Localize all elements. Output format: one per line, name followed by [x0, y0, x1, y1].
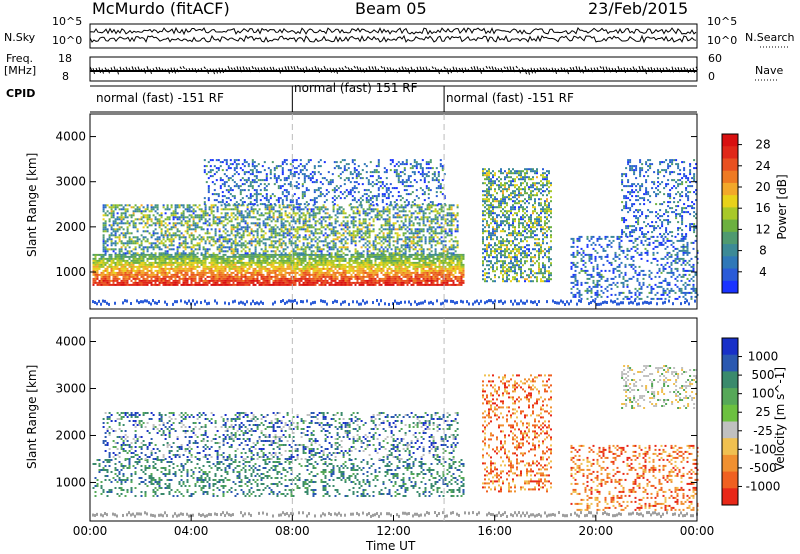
velocity-colorbar-cell — [722, 488, 738, 506]
xaxis-label: Time UT — [366, 539, 416, 553]
velocity-ytick-label: 4000 — [55, 334, 86, 348]
freq-label: Freq. — [6, 52, 34, 65]
nsky-panel-frame — [89, 23, 698, 49]
power-colorbar-cell — [722, 182, 738, 196]
power-colorbar-cell — [722, 195, 738, 208]
xtick-label: 16:00 — [477, 524, 512, 538]
velocity-colorbar-cell — [722, 338, 738, 356]
velocity-colorbar-label: Velocity [m s^-1] — [773, 366, 787, 471]
power-ytick-label: 4000 — [55, 130, 86, 144]
power-colorbar-cell — [722, 231, 738, 245]
power-colorbar-tick-label: 4 — [759, 265, 767, 279]
nsearch-tick-bottom: 10^0 — [707, 34, 738, 47]
date-title: 23/Feb/2015 — [588, 0, 689, 18]
velocity-ylabel: Slant Range [km] — [25, 364, 39, 469]
power-colorbar-tick-label: 28 — [755, 138, 770, 152]
nsearch-trace — [89, 34, 697, 44]
freq-tick-bottom: 8 — [62, 70, 69, 83]
nsky-tick-bottom: 10^0 — [52, 34, 83, 47]
power-colorbar-cell — [722, 280, 738, 294]
velocity-colorbar-cell — [722, 371, 738, 389]
velocity-colorbar-cell — [722, 454, 738, 473]
nsearch-tick-top: 10^5 — [707, 15, 738, 28]
power-colorbar-cell — [722, 256, 738, 270]
cpid-label: CPID — [6, 87, 36, 100]
nave-tick-top: 60 — [708, 52, 722, 65]
station-title: McMurdo (fitACF) — [92, 0, 230, 18]
power-ytick-label: 3000 — [55, 175, 86, 189]
velocity-colorbar-tick-label: 500 — [752, 368, 775, 382]
xtick-label: 08:00 — [275, 524, 310, 538]
xtick-label: 12:00 — [376, 524, 411, 538]
power-colorbar-tick-label: 12 — [755, 222, 770, 236]
velocity-colorbar-tick-label: 100 — [752, 387, 775, 401]
xtick-label: 04:00 — [174, 524, 209, 538]
power-colorbar-cell — [722, 268, 738, 282]
xtick-label: 00:00 — [680, 524, 715, 538]
freq-tick-top: 18 — [58, 52, 72, 65]
velocity-scatter — [92, 365, 699, 518]
velocity-colorbar-cell — [722, 421, 738, 439]
freq-unit-label: [MHz] — [4, 64, 37, 77]
velocity-colorbar-tick-label: 25 — [755, 405, 770, 419]
power-ytick-label: 2000 — [55, 220, 86, 234]
nsearch-label: N.Search — [745, 31, 795, 44]
power-ytick-label: 1000 — [55, 265, 86, 279]
power-colorbar-cell — [722, 244, 738, 257]
power-ylabel: Slant Range [km] — [25, 152, 39, 257]
power-colorbar-cell — [722, 170, 738, 184]
velocity-ytick-label: 3000 — [55, 381, 86, 395]
power-colorbar-tick-label: 20 — [755, 180, 770, 194]
nsky-tick-top: 10^5 — [52, 15, 83, 28]
power-colorbar-cell — [722, 134, 738, 147]
cpid-segment-3: normal (fast) -151 RF — [446, 91, 574, 105]
power-colorbar-cell — [722, 207, 738, 221]
power-colorbar-tick-label: 8 — [759, 244, 767, 258]
velocity-colorbar-cell — [722, 404, 738, 422]
power-scatter — [92, 159, 699, 306]
power-colorbar-tick-label: 24 — [755, 159, 770, 173]
velocity-ytick-label: 2000 — [55, 428, 86, 442]
power-colorbar-cell — [722, 158, 738, 172]
velocity-colorbar-tick-label: -1000 — [746, 479, 781, 493]
xtick-label: 00:00 — [73, 524, 108, 538]
freq-trace — [89, 65, 698, 75]
velocity-colorbar-cell — [722, 438, 738, 456]
power-colorbar-frame — [721, 133, 739, 294]
velocity-ytick-label: 1000 — [55, 475, 86, 489]
velocity-colorbar-tick-label: -500 — [749, 461, 776, 475]
nave-tick-bottom: 0 — [708, 70, 715, 83]
velocity-colorbar-tick-label: -100 — [749, 442, 776, 456]
nave-label: Nave — [755, 64, 784, 77]
velocity-colorbar-frame — [721, 337, 739, 506]
cpid-segment-2: normal (fast) 151 RF — [294, 81, 418, 95]
power-colorbar-cell — [722, 146, 738, 159]
power-colorbar-cell — [722, 219, 738, 233]
velocity-colorbar-cell — [722, 354, 738, 372]
nsky-trace — [89, 26, 697, 36]
power-colorbar-tick-label: 16 — [755, 201, 770, 215]
xtick-label: 20:00 — [579, 524, 614, 538]
cpid-segment-1: normal (fast) -151 RF — [96, 91, 224, 105]
velocity-colorbar-cell — [722, 471, 738, 489]
velocity-panel-frame — [89, 317, 698, 522]
power-colorbar-label: Power [dB] — [775, 174, 789, 240]
velocity-colorbar-cell — [722, 388, 738, 406]
nsky-label: N.Sky — [4, 31, 36, 44]
velocity-colorbar-tick-label: -25 — [753, 424, 773, 438]
beam-title: Beam 05 — [355, 0, 427, 18]
velocity-colorbar-tick-label: 1000 — [748, 350, 779, 364]
